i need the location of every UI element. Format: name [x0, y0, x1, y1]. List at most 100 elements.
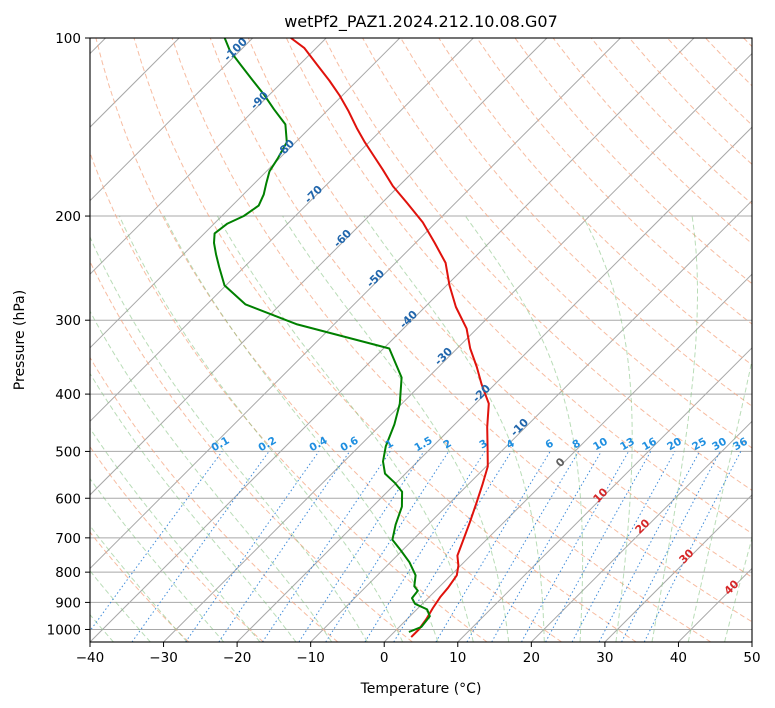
isotherm-label: -40 — [397, 308, 420, 331]
isotherm-label: -20 — [470, 382, 493, 405]
mixing-ratio-line — [90, 451, 223, 632]
dry-adiabat-line — [514, 38, 752, 285]
x-tick-label: 0 — [380, 650, 389, 666]
mixing-ratio-label: 2 — [441, 437, 453, 451]
isotherm-label: -80 — [274, 137, 297, 160]
isotherm-line — [90, 38, 621, 570]
moist-adiabat-line — [90, 310, 333, 642]
x-tick-label: 20 — [523, 650, 540, 666]
moist-adiabat-line — [90, 427, 261, 642]
x-tick-label: −10 — [296, 650, 325, 666]
dry-adiabat-line — [90, 260, 413, 642]
x-tick-label: 40 — [670, 650, 687, 666]
mixing-ratio-label: 13 — [618, 436, 637, 454]
dry-adiabat-line — [400, 38, 752, 407]
isotherm-label: -70 — [302, 183, 325, 206]
moist-adiabat-line — [90, 570, 151, 642]
dry-adiabat-line — [476, 38, 752, 325]
chart-title: wetPf2_PAZ1.2024.212.10.08.G07 — [284, 12, 558, 32]
x-tick-label: 30 — [596, 650, 613, 666]
dry-adiabat-line — [247, 38, 752, 578]
isotherm-line — [236, 126, 752, 642]
isotherm-line — [90, 38, 327, 275]
isotherm-line — [90, 38, 548, 496]
mixing-ratio-label: 16 — [640, 436, 659, 454]
dry-adiabat-line — [90, 356, 339, 642]
background-lines — [90, 38, 752, 642]
mixing-ratio-line — [131, 451, 270, 642]
y-tick-label: 300 — [55, 313, 81, 329]
moist-adiabat-line — [90, 235, 368, 642]
moist-adiabat-line — [216, 215, 474, 642]
y-tick-label: 900 — [55, 595, 81, 611]
moist-adiabat-label: 30 — [677, 546, 697, 566]
isotherm-label: -90 — [248, 89, 271, 112]
moist-adiabat-line — [687, 358, 752, 642]
mixing-ratio-line — [545, 451, 652, 642]
isotherm-line — [90, 38, 254, 202]
background-line-labels: -100-90-80-70-60-50-40-30-20-100.1 0.2 0.4… — [209, 38, 749, 598]
moist-adiabat-line — [651, 215, 698, 642]
x-tick-label: −40 — [76, 650, 105, 666]
mixing-ratio-line — [491, 451, 602, 642]
mixing-ratio-line — [598, 451, 701, 642]
moist-adiabat-line — [90, 525, 188, 642]
x-tick-label: 50 — [743, 650, 760, 666]
y-tick-label: 800 — [55, 565, 81, 581]
isotherm-line — [90, 38, 474, 423]
dry-adiabat-line — [90, 445, 264, 642]
x-tick-label: −30 — [149, 650, 178, 666]
mixing-ratio-label: 30 — [710, 436, 729, 454]
moist-adiabat-line — [582, 215, 633, 642]
y-axis-label: Pressure (hPa) — [12, 290, 28, 390]
mixing-ratio-line — [185, 451, 320, 642]
isotherm-line — [678, 567, 752, 642]
profile-lines — [213, 38, 490, 638]
dry-adiabat-line — [171, 38, 712, 642]
plot-frame — [89, 37, 753, 643]
mixing-ratio-label: 6 — [543, 437, 555, 451]
dewpoint-profile-line — [213, 38, 431, 633]
isotherm-line — [751, 641, 752, 642]
dry-adiabat-line — [743, 38, 752, 48]
y-tick-label: 700 — [55, 531, 81, 547]
x-axis-label: Temperature (°C) — [360, 681, 482, 697]
x-tick-label: 10 — [449, 650, 466, 666]
moist-adiabat-line — [282, 215, 510, 642]
isotherm-label: -10 — [508, 416, 531, 439]
mixing-ratio-line — [218, 451, 351, 642]
mixing-ratio-label: 8 — [570, 437, 582, 451]
dry-adiabat-line — [95, 38, 562, 642]
moist-adiabat-line — [363, 215, 545, 642]
dry-adiabat-line — [628, 38, 752, 165]
mixing-ratio-line — [262, 451, 391, 642]
y-tick-label: 500 — [55, 444, 81, 460]
dry-adiabat-line — [90, 531, 190, 642]
y-tick-label: 1000 — [47, 622, 81, 638]
isotherm-label: -60 — [331, 227, 354, 250]
moist-adiabat-line — [118, 215, 404, 642]
dry-adiabat-line — [552, 38, 752, 245]
isotherm-line — [90, 38, 401, 349]
mixing-ratio-line — [571, 451, 676, 642]
y-tick-label: 200 — [55, 209, 81, 225]
isotherm-line — [90, 38, 695, 642]
mixing-ratio-line — [466, 451, 580, 642]
moist-adiabat-label: 20 — [633, 516, 653, 536]
temperature-profile-line — [290, 38, 490, 638]
mixing-ratio-label: 4 — [504, 437, 516, 451]
mixing-ratio-line — [393, 451, 512, 642]
moist-adiabat-line — [464, 215, 584, 642]
y-tick-label: 100 — [55, 31, 81, 47]
mixing-ratio-line — [521, 451, 630, 642]
y-tick-label: 400 — [55, 387, 81, 403]
isotherm-label: -50 — [364, 267, 387, 290]
moist-adiabat-line — [90, 477, 225, 642]
mixing-ratio-label: 10 — [591, 436, 610, 454]
moist-adiabat-label: 40 — [722, 577, 742, 597]
isotherm-line — [457, 347, 752, 642]
mixing-ratio-line — [435, 451, 551, 642]
isotherm-line — [163, 52, 752, 642]
mixing-ratio-line — [364, 451, 486, 642]
